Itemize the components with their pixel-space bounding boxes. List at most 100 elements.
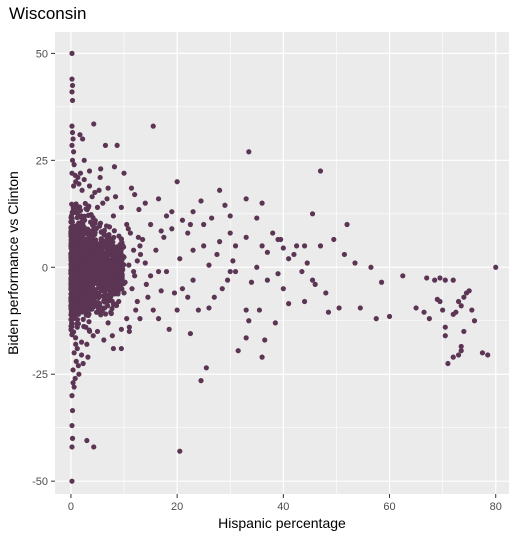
data-point <box>70 223 76 229</box>
data-point <box>259 243 265 249</box>
data-point <box>352 260 358 266</box>
data-point <box>169 209 175 215</box>
data-point <box>90 238 96 245</box>
data-point <box>78 352 85 358</box>
y-tick-label: 25 <box>36 155 48 167</box>
data-point <box>437 298 443 305</box>
data-point <box>116 233 122 239</box>
data-point <box>190 277 196 283</box>
data-point <box>118 326 124 332</box>
data-point <box>73 179 79 185</box>
data-point <box>71 162 77 168</box>
data-point <box>246 149 252 155</box>
data-point <box>195 307 201 313</box>
data-point <box>90 261 96 267</box>
data-point <box>68 323 74 329</box>
data-point <box>97 266 103 272</box>
data-point <box>111 164 118 170</box>
data-point <box>69 444 75 450</box>
data-point <box>87 276 93 282</box>
data-point <box>83 324 89 330</box>
data-point <box>317 243 324 249</box>
data-point <box>453 309 459 315</box>
data-point <box>450 354 456 360</box>
data-point <box>82 200 88 207</box>
data-point <box>286 256 292 262</box>
data-point <box>71 315 77 322</box>
data-point <box>227 230 233 236</box>
data-point <box>96 250 102 256</box>
data-point <box>95 243 101 249</box>
data-point <box>98 307 104 313</box>
data-point <box>73 341 79 347</box>
data-point <box>479 350 486 356</box>
data-point <box>126 328 132 335</box>
data-point <box>174 307 180 313</box>
y-axis-title: Biden performance vs Clinton <box>5 171 21 355</box>
data-point <box>485 352 491 358</box>
data-point <box>115 291 121 297</box>
x-axis: 0 20 40 60 80 <box>68 494 502 513</box>
data-point <box>72 205 78 211</box>
data-point <box>458 343 464 350</box>
data-point <box>68 213 75 219</box>
data-point <box>125 226 131 232</box>
data-point <box>68 253 75 259</box>
data-point <box>373 316 379 322</box>
data-point <box>114 142 120 148</box>
data-point <box>104 196 110 202</box>
data-point <box>69 422 75 429</box>
data-point <box>232 268 239 275</box>
data-point <box>437 275 443 281</box>
data-point <box>217 187 223 193</box>
data-point <box>259 200 265 206</box>
data-point <box>142 200 148 206</box>
data-point <box>84 437 90 444</box>
data-point <box>171 290 178 296</box>
data-point <box>70 149 77 155</box>
data-point <box>227 268 233 275</box>
data-point <box>217 239 223 245</box>
data-point <box>161 234 167 240</box>
data-point <box>108 309 114 315</box>
data-point <box>76 371 82 377</box>
x-tick-label: 40 <box>277 501 289 513</box>
data-point <box>69 407 76 414</box>
data-point <box>97 174 103 181</box>
data-point <box>254 215 260 221</box>
data-point <box>227 213 233 219</box>
data-point <box>76 243 82 249</box>
data-point <box>85 212 91 218</box>
data-point <box>83 206 89 212</box>
data-point <box>424 275 430 281</box>
data-point <box>109 333 115 339</box>
data-point <box>80 360 86 367</box>
data-point <box>150 307 156 313</box>
data-point <box>134 298 140 305</box>
data-point <box>84 341 90 347</box>
data-point <box>301 298 308 305</box>
data-point <box>124 316 130 322</box>
data-point <box>143 281 149 287</box>
data-point <box>440 307 446 313</box>
data-point <box>201 243 207 249</box>
data-point <box>70 367 76 373</box>
data-point <box>129 286 135 292</box>
data-point <box>105 320 111 326</box>
data-point <box>331 236 337 243</box>
data-point <box>80 136 86 142</box>
data-point <box>69 76 75 82</box>
data-point <box>211 294 217 300</box>
data-point <box>103 273 109 279</box>
data-point <box>243 196 249 202</box>
data-point <box>378 279 385 285</box>
data-point <box>77 132 83 138</box>
data-point <box>110 253 116 260</box>
data-point <box>71 350 77 356</box>
chart-title: Wisconsin <box>9 4 87 23</box>
data-point <box>68 290 74 297</box>
x-tick-label: 80 <box>490 501 502 513</box>
data-point <box>102 252 108 258</box>
data-point <box>150 123 156 129</box>
data-point <box>72 335 79 341</box>
